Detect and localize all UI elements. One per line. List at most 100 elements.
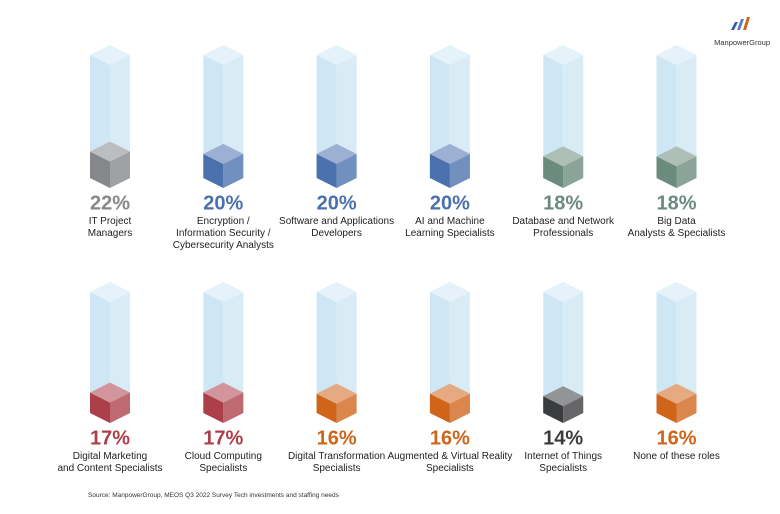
cube-top — [656, 146, 697, 167]
value-cube — [656, 383, 697, 423]
cube-top-shade — [316, 383, 357, 404]
cube-right-shade — [449, 393, 470, 423]
cube-right-shade — [110, 392, 130, 423]
glass-top — [429, 282, 470, 302]
cube-right — [223, 392, 244, 423]
glass-top — [543, 282, 584, 302]
glass-top — [90, 45, 130, 65]
glass-top — [203, 282, 244, 302]
value-label: 20% — [203, 192, 243, 214]
cube-right — [563, 156, 584, 188]
category-label: Internet of Things Specialists — [524, 451, 603, 474]
category-label: Augmented & Virtual Reality Specialists — [387, 451, 513, 474]
glass-top-shade — [656, 282, 697, 302]
cube-right-shade — [449, 154, 470, 188]
cube-right — [110, 151, 130, 188]
cube-top — [429, 383, 470, 404]
cube-right — [676, 393, 697, 423]
cube-right-shade — [676, 156, 697, 188]
cube-top-shade — [90, 141, 130, 162]
cube-left — [203, 154, 224, 188]
glass-top — [316, 282, 357, 302]
value-label: 17% — [90, 427, 130, 449]
cube-right — [336, 154, 357, 188]
cube-top-shade — [543, 146, 584, 167]
cube-top-shade — [316, 144, 357, 164]
value-label: 14% — [543, 427, 583, 449]
cube-top-shade — [429, 144, 470, 164]
cube-right-shade — [110, 151, 130, 188]
glass-top — [316, 45, 357, 65]
cube-top — [316, 144, 357, 164]
value-cube — [203, 144, 244, 188]
category-label: AI and Machine Learning Specialists — [405, 216, 495, 239]
value-cube — [543, 386, 584, 423]
glass-top-shade — [203, 282, 244, 302]
glass-top-shade — [316, 45, 357, 65]
category-label: Cloud Computing Specialists — [184, 451, 262, 474]
cube-top-shade — [656, 146, 697, 167]
cube-right — [563, 396, 584, 423]
value-label: 22% — [90, 192, 130, 214]
value-cube — [316, 383, 357, 423]
cube-right — [336, 393, 357, 423]
glass-top-shade — [203, 45, 244, 65]
cube-left — [543, 156, 564, 188]
value-label: 18% — [543, 192, 583, 214]
glass-top-shade — [543, 282, 584, 302]
cube-left — [90, 151, 110, 188]
cube-top-shade — [429, 383, 470, 404]
cube-left — [316, 154, 337, 188]
cube-top-shade — [656, 383, 697, 404]
value-cube — [90, 141, 130, 188]
category-label: Digital Marketing and Content Specialist… — [57, 451, 163, 474]
cube-left — [316, 393, 337, 423]
cube-top — [316, 383, 357, 404]
cube-left — [429, 393, 450, 423]
cube-left — [203, 392, 224, 423]
cube-top — [203, 382, 244, 403]
value-label: 18% — [656, 192, 696, 214]
value-label: 16% — [430, 427, 470, 449]
cube-left — [90, 392, 110, 423]
cube-top — [90, 382, 130, 403]
cube-top — [90, 141, 130, 162]
value-cube — [316, 144, 357, 188]
category-label: None of these roles — [633, 451, 720, 462]
glass-top-shade — [656, 45, 697, 65]
cube-top — [656, 383, 697, 404]
cube-left — [429, 154, 450, 188]
cube-right — [449, 154, 470, 188]
source-note: Source: ManpowerGroup, MEOS Q3 2022 Surv… — [88, 492, 339, 499]
cube-left — [543, 396, 564, 423]
glass-top-shade — [316, 282, 357, 302]
cube-top — [429, 144, 470, 164]
brand-icon — [731, 17, 750, 30]
value-cube — [656, 146, 697, 188]
glass-top — [90, 282, 130, 302]
cube-top-shade — [90, 382, 130, 403]
cube-left — [656, 393, 677, 423]
cube-right-shade — [336, 154, 357, 188]
glass-top — [543, 45, 584, 65]
glass-top — [203, 45, 244, 65]
category-label: Software and Applications Developers — [279, 216, 395, 239]
category-label: Database and Network Professionals — [512, 216, 615, 239]
value-cube — [429, 383, 470, 423]
value-label: 17% — [203, 427, 243, 449]
value-label: 16% — [656, 427, 696, 449]
cube-right-shade — [336, 393, 357, 423]
cube-right — [676, 156, 697, 188]
cube-right-shade — [563, 156, 584, 188]
glass-top-shade — [429, 282, 470, 302]
glass-top-shade — [429, 45, 470, 65]
glass-top — [656, 282, 697, 302]
cube-top — [543, 146, 584, 167]
value-cube — [429, 144, 470, 188]
cube-top-shade — [203, 382, 244, 403]
value-cube — [203, 382, 244, 423]
cube-left — [656, 156, 677, 188]
value-label: 20% — [317, 192, 357, 214]
